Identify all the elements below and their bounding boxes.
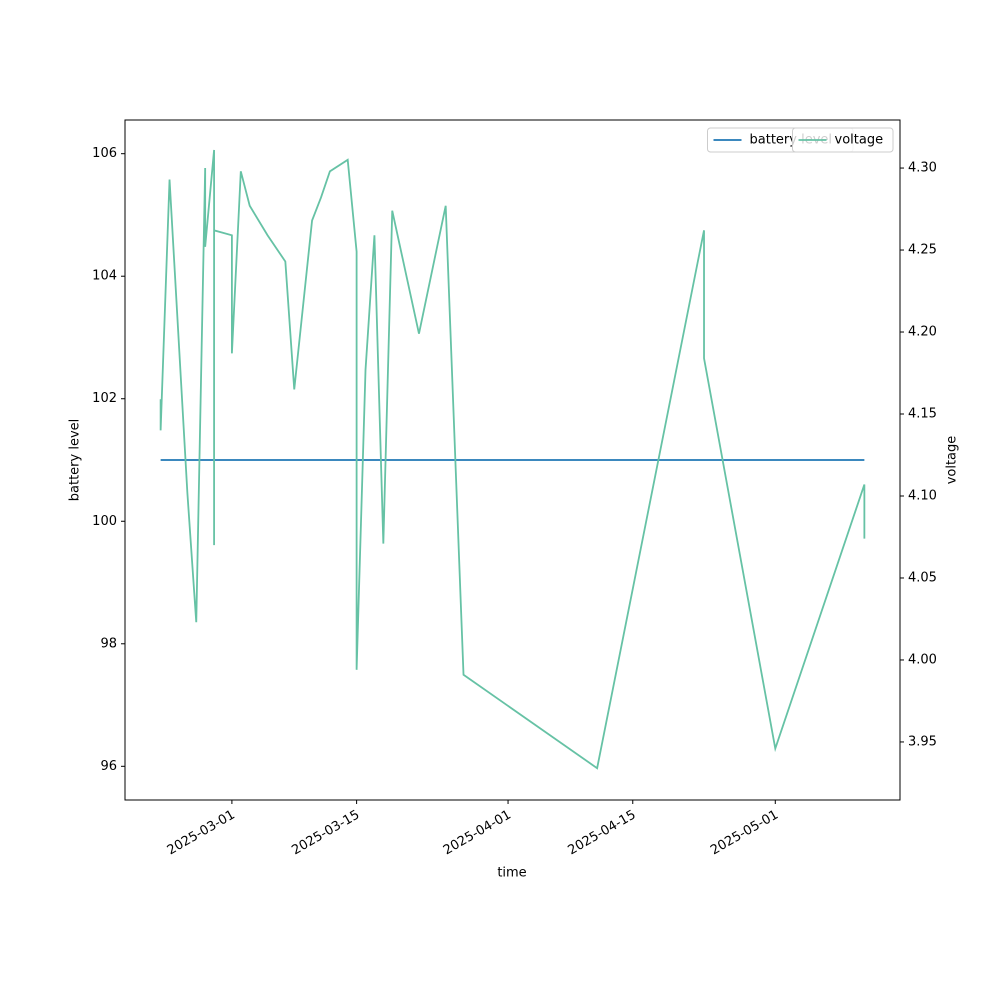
legend-box [792,127,894,153]
y2-tick-label: 4.15 [908,407,937,422]
y-tick-label: 96 [100,759,117,774]
y-tick-label: 104 [92,269,117,284]
y2-tick-label: 4.00 [908,652,937,667]
y-tick-label: 106 [92,146,117,161]
y2-tick-label: 4.05 [908,570,937,585]
y-tick-label: 102 [92,391,117,406]
y2-tick-label: 4.10 [908,488,937,503]
y2-tick-label: 4.25 [908,243,937,258]
y2-tick-label: 4.30 [908,161,937,176]
y-tick-label: 100 [92,514,117,529]
x-axis-label: time [497,866,526,881]
y2-tick-label: 4.20 [908,325,937,340]
y2-axis-label: voltage [945,436,960,485]
plot-frame [124,119,901,801]
y2-tick-label: 3.95 [908,734,937,749]
legend-label: voltage [835,133,884,148]
series-line [159,149,866,770]
y-axis-label: battery level [68,419,83,502]
y-tick-label: 98 [100,636,117,651]
